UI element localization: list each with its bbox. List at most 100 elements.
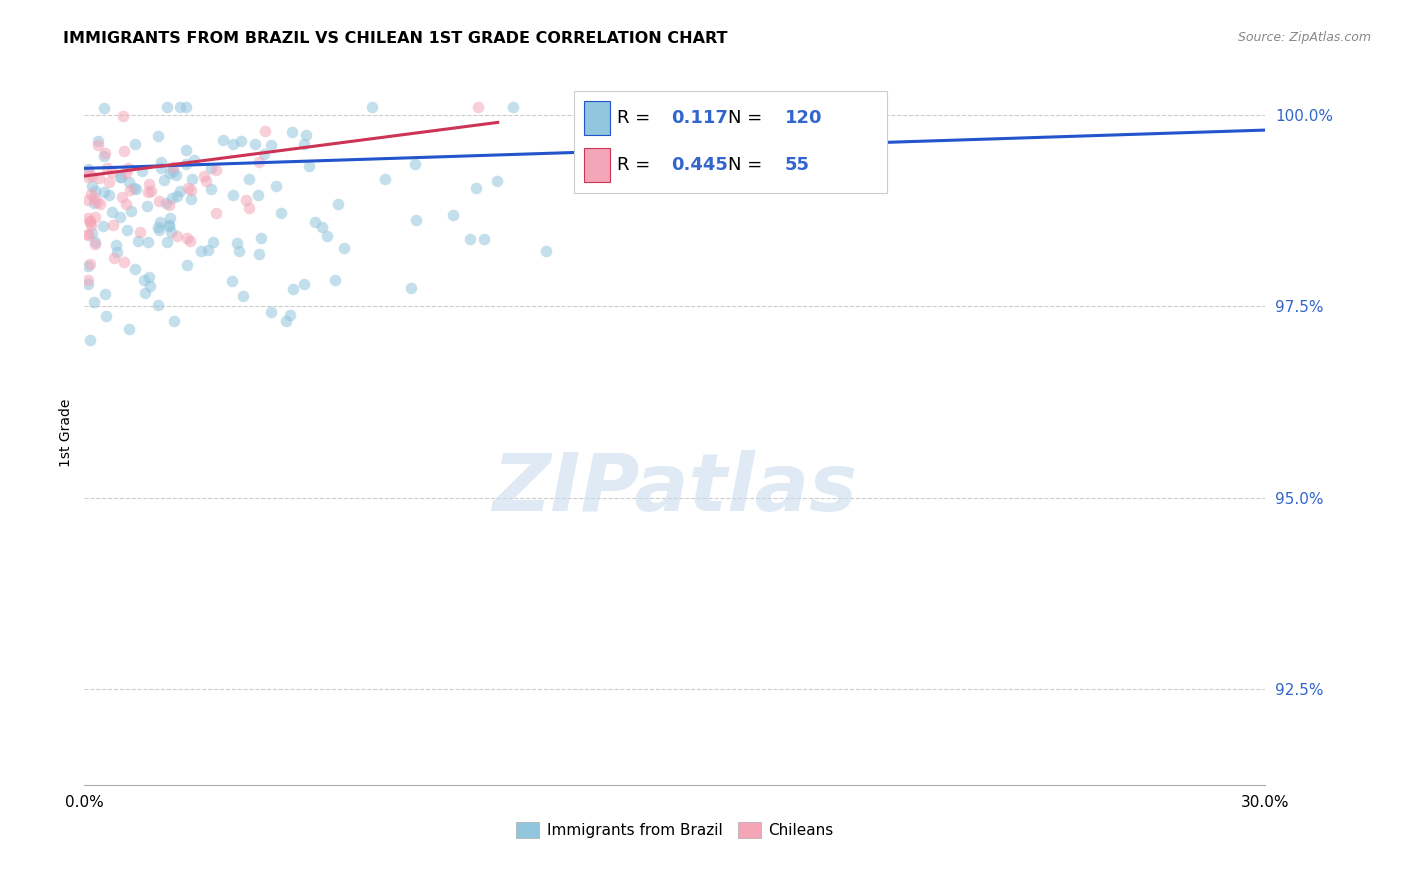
Point <box>125 182 148 196</box>
Point <box>176 143 198 157</box>
Point <box>77 170 100 185</box>
Point <box>193 169 215 184</box>
Point <box>163 314 186 328</box>
Point <box>127 234 149 248</box>
Point <box>166 189 188 203</box>
Point <box>292 277 315 292</box>
Point <box>138 269 160 284</box>
Point <box>225 235 247 250</box>
Point <box>93 101 115 115</box>
Point <box>250 231 273 245</box>
Legend: Immigrants from Brazil, Chileans: Immigrants from Brazil, Chileans <box>510 816 839 844</box>
Point <box>194 174 217 188</box>
Point <box>166 228 188 243</box>
Point <box>253 147 276 161</box>
Point <box>83 237 105 252</box>
Point <box>93 149 115 163</box>
Point <box>80 169 103 183</box>
Point <box>77 260 100 274</box>
Point <box>91 219 114 233</box>
Point <box>80 218 103 232</box>
Point <box>77 193 100 207</box>
Point <box>399 280 422 294</box>
Point <box>228 244 250 258</box>
Point <box>83 191 105 205</box>
Point <box>159 166 181 180</box>
Point <box>467 100 489 114</box>
Point <box>79 333 101 347</box>
Point <box>120 183 142 197</box>
Point <box>405 213 427 227</box>
Point <box>139 279 162 293</box>
Point <box>115 165 138 179</box>
Point <box>77 161 100 176</box>
Point <box>98 188 121 202</box>
Point <box>298 159 321 173</box>
Point <box>200 161 222 176</box>
Point <box>118 321 141 335</box>
Point <box>82 226 104 240</box>
Point <box>281 126 304 140</box>
Point <box>333 241 356 255</box>
Point <box>112 144 135 158</box>
Point <box>98 176 121 190</box>
Point <box>169 184 191 198</box>
Point <box>169 100 191 114</box>
Point <box>148 222 170 236</box>
Point <box>124 262 146 277</box>
Point <box>93 287 115 301</box>
Point <box>235 193 257 207</box>
Point <box>84 210 107 224</box>
Point <box>502 100 524 114</box>
Point <box>404 157 426 171</box>
Point <box>115 196 138 211</box>
Point <box>534 244 557 258</box>
Point <box>112 254 135 268</box>
Point <box>103 251 125 265</box>
Point <box>176 231 198 245</box>
Point <box>80 178 103 193</box>
Point <box>138 177 160 191</box>
Point <box>212 133 235 147</box>
Point <box>229 134 252 148</box>
Bar <box>583 101 610 135</box>
Point <box>84 184 107 198</box>
Text: N =: N = <box>728 156 768 174</box>
Point <box>79 256 101 270</box>
Point <box>111 190 134 204</box>
Point <box>89 197 111 211</box>
Point <box>205 163 228 178</box>
Point <box>83 295 105 310</box>
Point <box>107 245 129 260</box>
Point <box>80 186 103 201</box>
Text: R =: R = <box>617 156 657 174</box>
Point <box>79 215 101 229</box>
Point <box>101 165 124 179</box>
Point <box>232 289 254 303</box>
Point <box>204 206 226 220</box>
Point <box>93 185 115 199</box>
Text: IMMIGRANTS FROM BRAZIL VS CHILEAN 1ST GRADE CORRELATION CHART: IMMIGRANTS FROM BRAZIL VS CHILEAN 1ST GR… <box>63 31 728 46</box>
Point <box>176 100 198 114</box>
Point <box>136 235 159 250</box>
Point <box>155 195 177 210</box>
Point <box>128 226 150 240</box>
Point <box>274 314 297 328</box>
Point <box>110 169 132 184</box>
Point <box>77 164 100 178</box>
Text: 0.445: 0.445 <box>671 156 728 174</box>
Point <box>281 283 304 297</box>
Point <box>202 235 225 249</box>
Point <box>157 198 180 212</box>
Point <box>304 215 326 229</box>
Point <box>292 136 315 151</box>
Point <box>157 219 180 234</box>
Point <box>441 208 464 222</box>
Point <box>465 180 488 194</box>
Point <box>183 153 205 168</box>
Point <box>148 194 170 208</box>
Point <box>110 170 132 185</box>
Point <box>134 272 156 286</box>
Point <box>238 201 260 215</box>
Point <box>148 298 170 312</box>
